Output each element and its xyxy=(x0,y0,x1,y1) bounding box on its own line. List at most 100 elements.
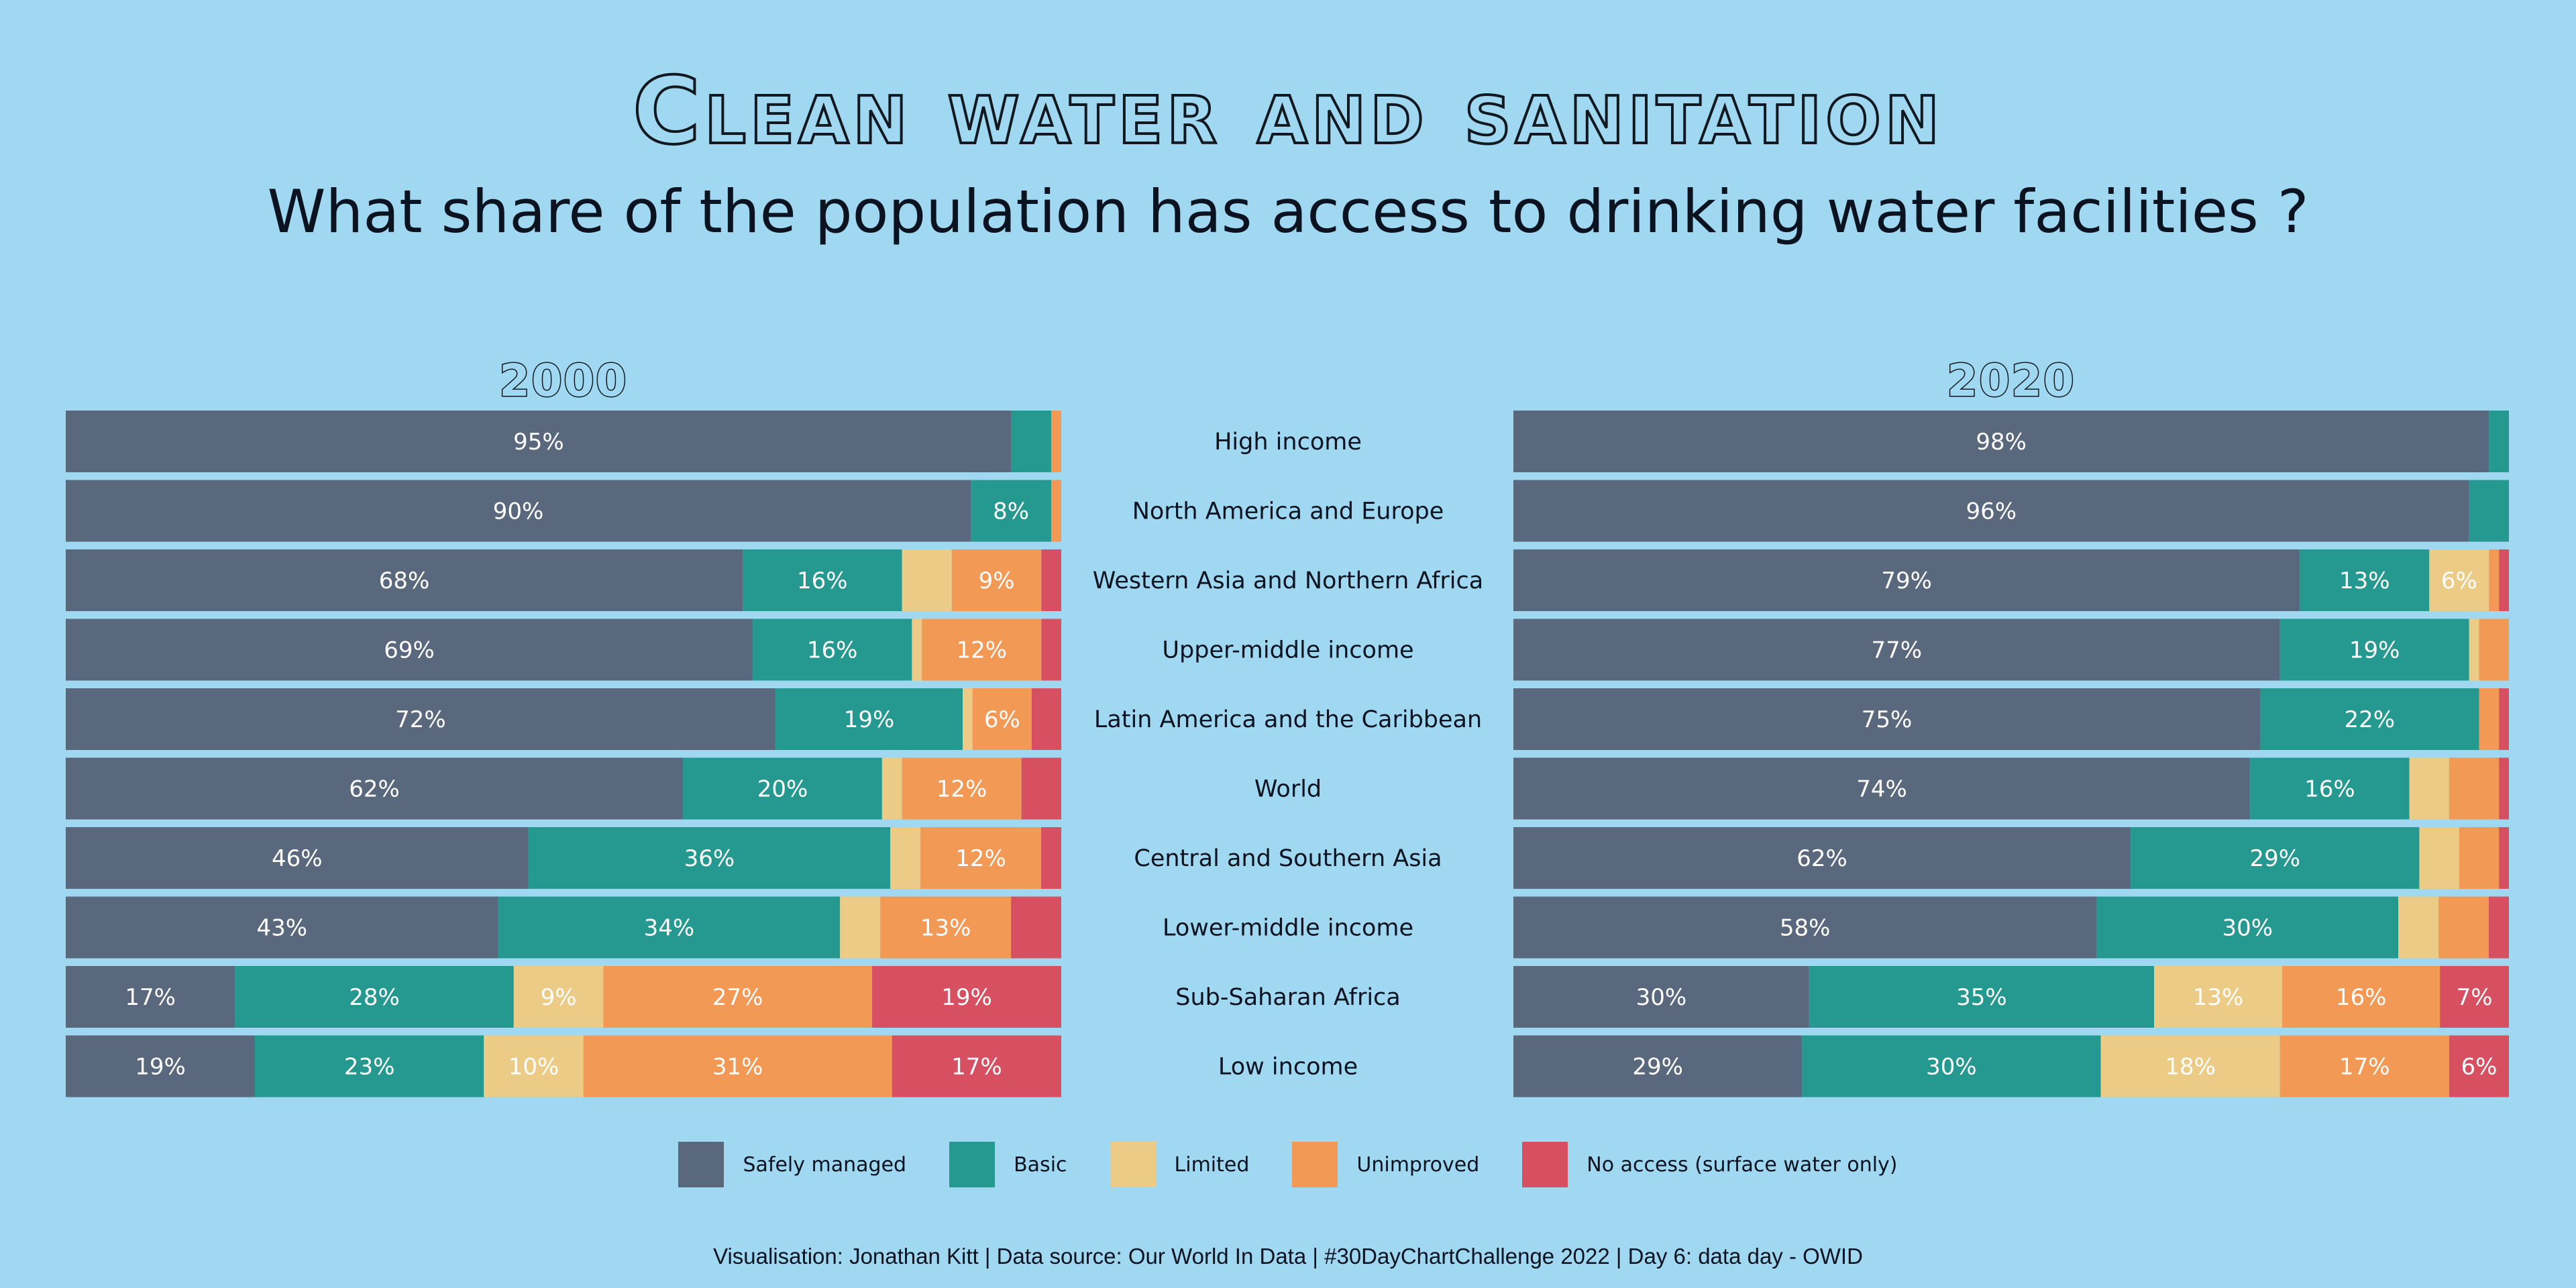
data-label: 19% xyxy=(135,1054,186,1081)
data-label: 12% xyxy=(956,637,1007,664)
bar-segment xyxy=(683,757,882,820)
bar-segment xyxy=(2100,1035,2280,1097)
bar-segment xyxy=(1011,411,1052,472)
bar-segment xyxy=(1041,619,1061,681)
bar-segment xyxy=(2279,1035,2449,1097)
legend-item: Basic xyxy=(949,1142,1067,1187)
bar-segment xyxy=(254,1035,484,1097)
legend-label: No access (surface water only) xyxy=(1587,1152,1898,1177)
bar-segment xyxy=(1513,688,2260,750)
data-label: 17% xyxy=(951,1054,1002,1081)
bar-segment xyxy=(66,757,684,820)
bar-segment xyxy=(2250,757,2410,820)
bar-segment xyxy=(2499,757,2509,820)
data-label: 72% xyxy=(395,706,446,733)
legend-swatch xyxy=(1110,1142,1156,1187)
data-label: 68% xyxy=(379,568,430,594)
data-label: 27% xyxy=(712,984,763,1011)
bar-segment xyxy=(2398,896,2439,959)
legend-item: Unimproved xyxy=(1292,1142,1479,1187)
data-label: 98% xyxy=(1976,429,2027,455)
bar-segment xyxy=(2409,757,2449,820)
category-label: Central and Southern Asia xyxy=(1134,845,1442,872)
category-label: Latin America and the Caribbean xyxy=(1094,706,1482,733)
bar-segment xyxy=(528,827,891,889)
bar-segment xyxy=(2279,619,2469,681)
data-label: 75% xyxy=(1862,706,1913,733)
data-label: 9% xyxy=(979,568,1015,594)
bar-segment xyxy=(2499,688,2509,750)
data-label: 19% xyxy=(844,706,895,733)
bar-segment xyxy=(1513,757,2251,820)
legend-item: Safely managed xyxy=(678,1142,906,1187)
bar-segment xyxy=(1021,757,1061,820)
chart-caption: Visualisation: Jonathan Kitt | Data sour… xyxy=(713,1244,1863,1269)
bar-segment xyxy=(1041,549,1061,611)
bar-segment xyxy=(583,1035,892,1097)
legend-item: No access (surface water only) xyxy=(1522,1142,1898,1187)
data-label: 16% xyxy=(797,568,848,594)
category-label: High income xyxy=(1214,429,1362,455)
bar-segment xyxy=(484,1035,584,1097)
data-label: 31% xyxy=(712,1054,763,1081)
category-label: World xyxy=(1254,776,1322,803)
bar-segment xyxy=(971,480,1052,542)
category-label: Lower-middle income xyxy=(1163,915,1413,942)
chart-subtitle: What share of the population has access … xyxy=(267,177,2309,246)
bar-segment xyxy=(2282,966,2440,1028)
data-label: 18% xyxy=(2165,1054,2216,1081)
legend-label: Safely managed xyxy=(743,1152,907,1177)
category-label: Western Asia and Northern Africa xyxy=(1093,568,1483,594)
data-label: 46% xyxy=(272,845,323,872)
bar-segment xyxy=(66,1035,255,1097)
bar-segment xyxy=(963,688,973,750)
data-label: 9% xyxy=(541,984,577,1011)
bar-segment xyxy=(2440,966,2509,1028)
legend: Safely managed Basic Limited Unimproved No a… xyxy=(0,1142,2576,1187)
bar-segment xyxy=(235,966,514,1028)
data-label: 17% xyxy=(125,984,176,1011)
data-label: 29% xyxy=(2249,845,2300,872)
bar-segment xyxy=(1513,896,2097,959)
data-label: 22% xyxy=(2344,706,2395,733)
category-label: Upper-middle income xyxy=(1162,637,1413,664)
legend-swatch xyxy=(949,1142,996,1187)
data-label: 62% xyxy=(349,776,400,803)
data-label: 30% xyxy=(1926,1054,1977,1081)
data-label: 13% xyxy=(2339,568,2390,594)
data-label: 19% xyxy=(2349,637,2400,664)
data-label: 8% xyxy=(993,498,1029,525)
data-label: 36% xyxy=(684,845,735,872)
legend-label: Basic xyxy=(1014,1152,1067,1177)
bar-segment xyxy=(66,688,775,750)
data-label: 29% xyxy=(1632,1054,1683,1081)
bar-segment xyxy=(2419,827,2459,889)
legend-swatch xyxy=(1522,1142,1568,1187)
data-label: 16% xyxy=(2304,776,2355,803)
bar-segment xyxy=(66,480,971,542)
panel-title-2000: 2000 xyxy=(499,355,628,407)
data-label: 13% xyxy=(920,915,971,942)
bar-segment xyxy=(2154,966,2283,1028)
legend-swatch xyxy=(1292,1142,1338,1187)
category-label: Sub-Saharan Africa xyxy=(1175,984,1401,1011)
bar-segment xyxy=(603,966,873,1028)
panel-title-2020: 2020 xyxy=(1947,355,2076,407)
bar-segment xyxy=(2499,827,2509,889)
bar-segment xyxy=(2479,688,2500,750)
data-label: 58% xyxy=(1780,915,1831,942)
bar-segment xyxy=(2260,688,2479,750)
bar-segment xyxy=(2489,411,2509,472)
bar-segment xyxy=(972,688,1032,750)
data-label: 34% xyxy=(644,915,695,942)
bar-segment xyxy=(1513,1035,1803,1097)
bar-segment xyxy=(2438,896,2489,959)
bar-segment xyxy=(2469,619,2479,681)
bar-segment xyxy=(2429,549,2489,611)
legend-item: Limited xyxy=(1110,1142,1249,1187)
bar-segment xyxy=(951,549,1042,611)
bar-segment xyxy=(1041,827,1061,889)
bar-segment xyxy=(922,619,1042,681)
bar-segment xyxy=(1513,827,2131,889)
bar-segment xyxy=(1513,480,2469,542)
